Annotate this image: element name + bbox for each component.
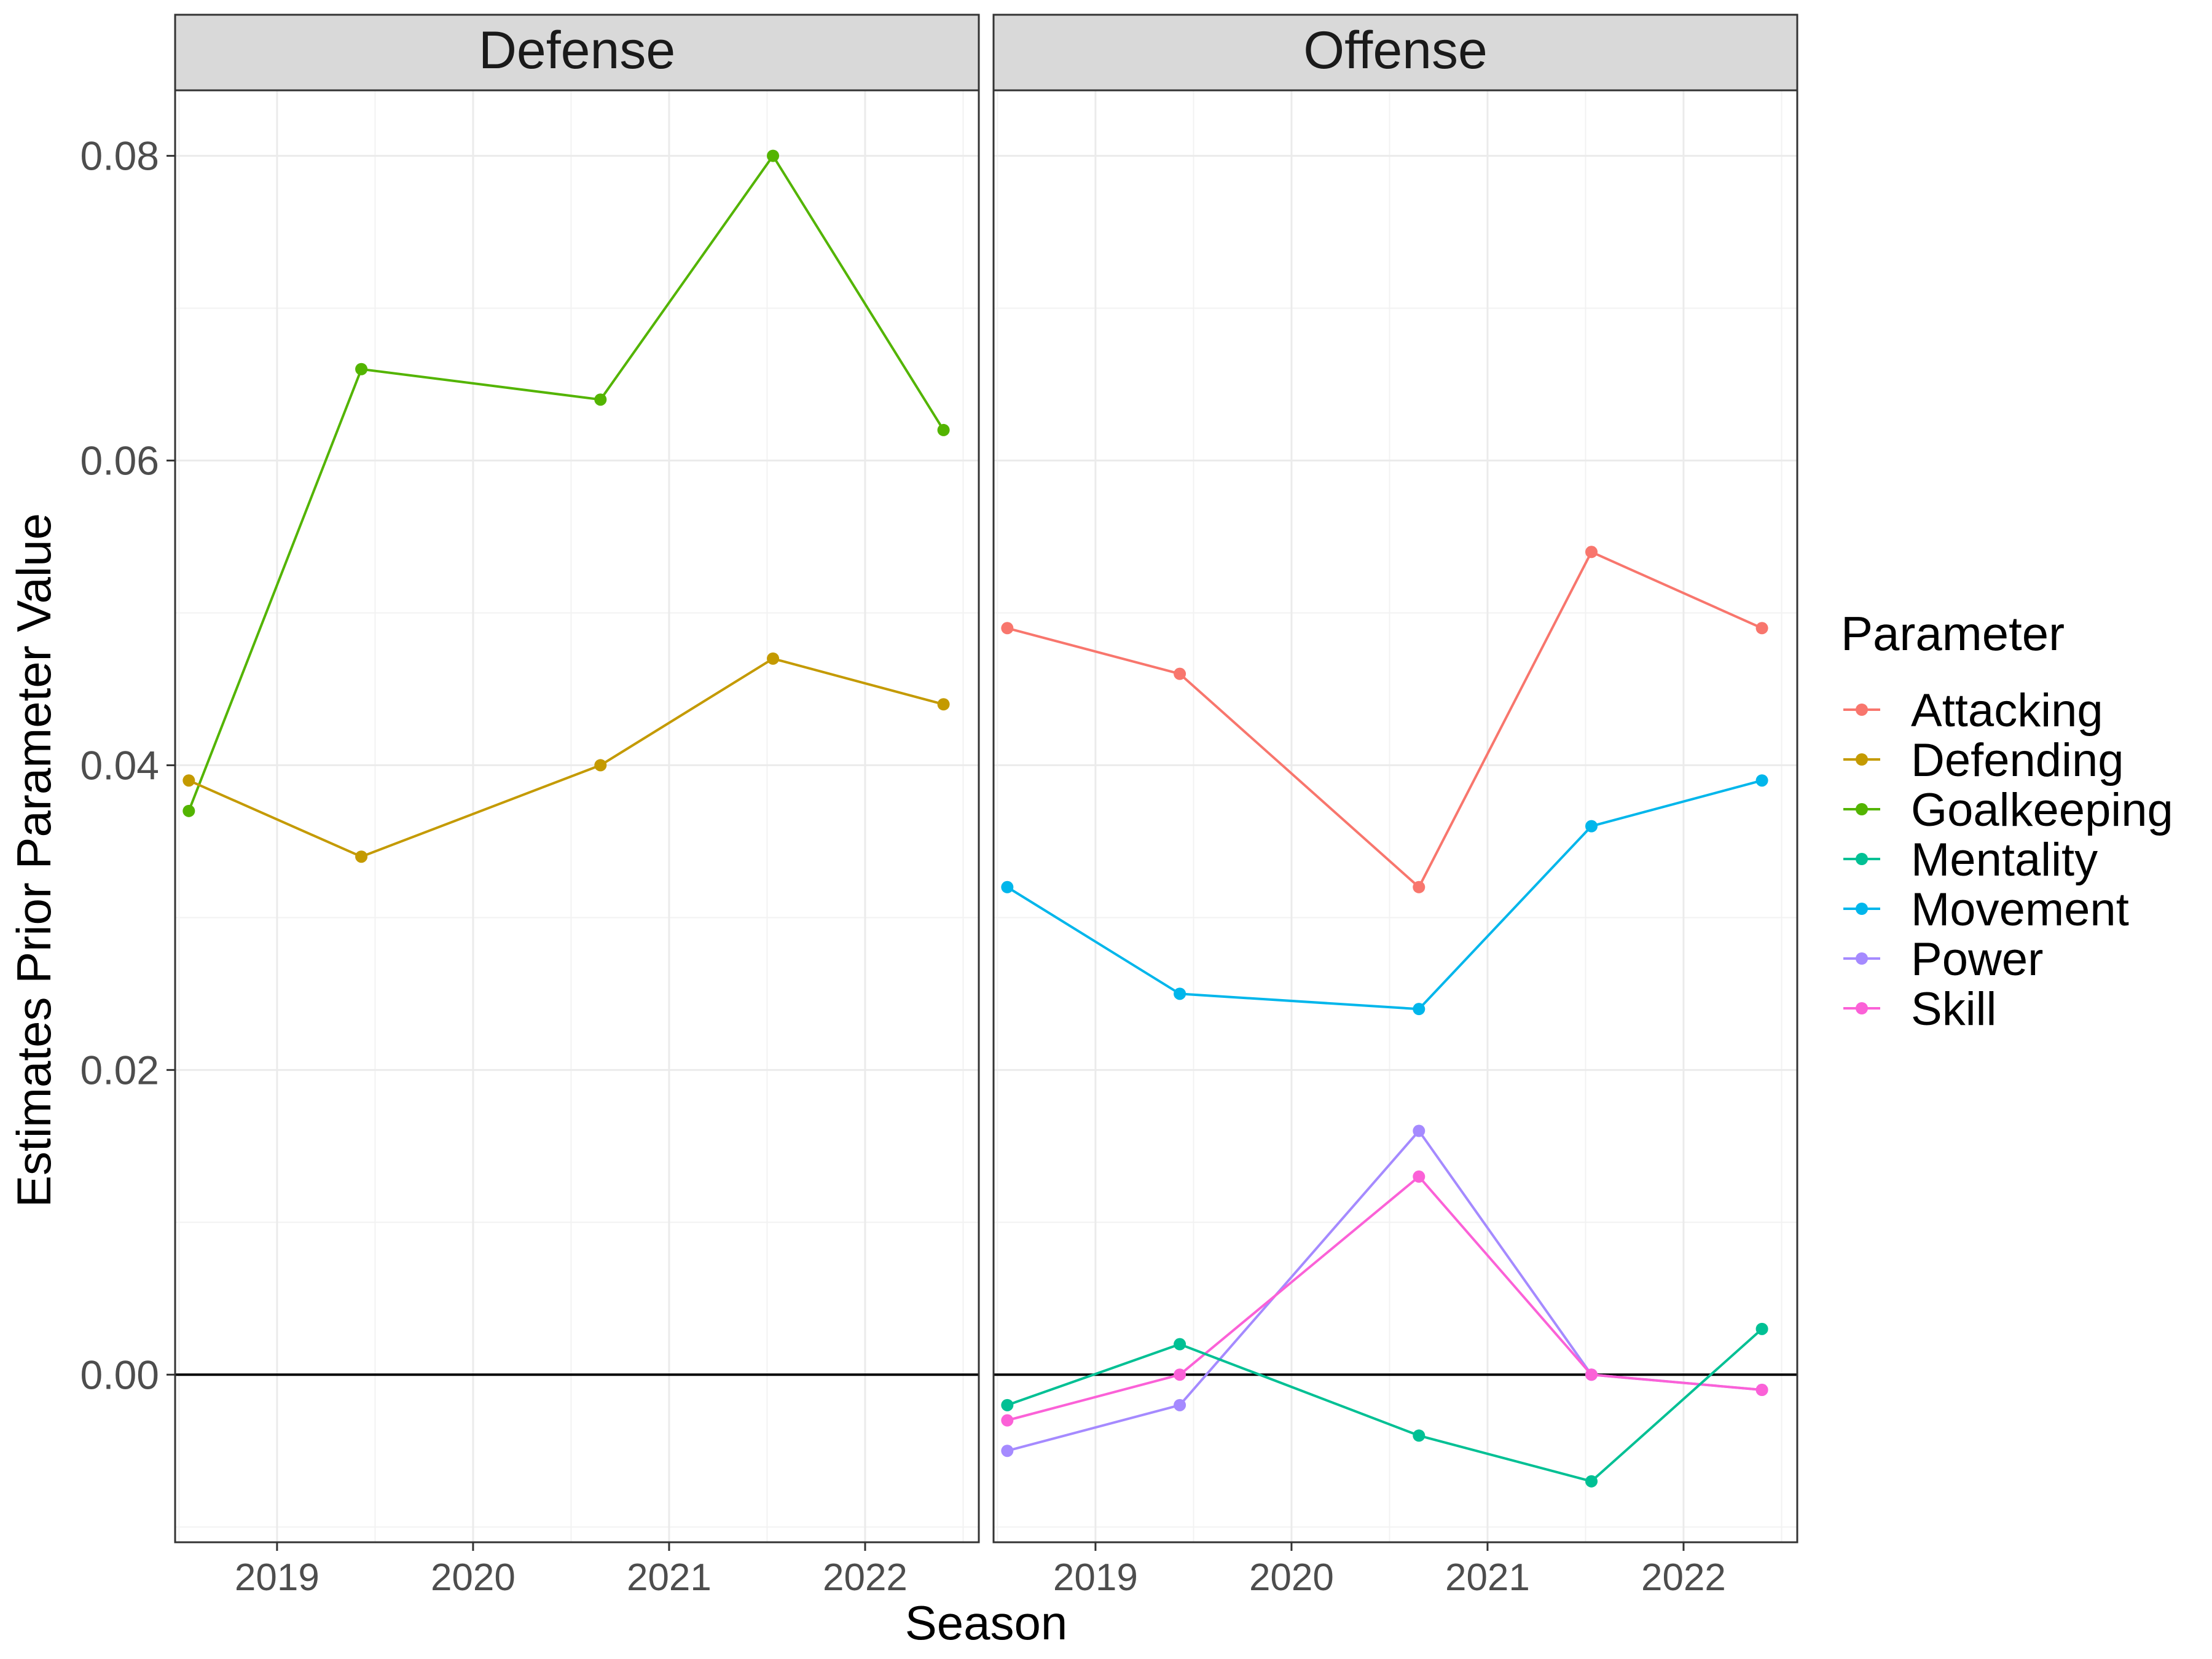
legend-label: Goalkeeping — [1911, 784, 2173, 836]
data-point — [1174, 667, 1186, 680]
data-point — [1001, 1414, 1014, 1427]
series-goalkeeping — [182, 149, 950, 817]
series-skill — [1001, 1170, 1768, 1427]
data-point — [1755, 774, 1768, 787]
legend-entry-power: Power — [1843, 933, 2043, 986]
facet-strip-label: Offense — [1303, 21, 1488, 80]
legend-entry-defending: Defending — [1843, 734, 2124, 786]
data-point — [1174, 1398, 1186, 1411]
y-tick-label: 0.02 — [80, 1047, 159, 1092]
facet-strip — [174, 14, 980, 92]
data-point — [594, 393, 607, 406]
legend-key-point — [1856, 1002, 1868, 1014]
y-axis: 0.00 0.02 0.04 0.06 0.08 — [80, 133, 175, 1397]
data-point — [1413, 1003, 1426, 1016]
legend-label: Skill — [1911, 983, 1996, 1035]
legend-key-point — [1856, 853, 1868, 865]
data-point — [355, 850, 368, 863]
legend-label: Defending — [1911, 734, 2124, 786]
data-point — [1413, 880, 1426, 893]
data-point — [1174, 1368, 1186, 1381]
legend-entry-skill: Skill — [1843, 983, 1996, 1035]
legend-entries: AttackingDefendingGoalkeepingMentalityMo… — [1843, 684, 2173, 1035]
y-axis-title: Estimates Prior Parameter Value — [7, 513, 61, 1207]
legend-key-point — [1856, 952, 1868, 965]
panel-border — [992, 89, 1798, 1543]
data-point — [1001, 1398, 1014, 1411]
facet-strip — [992, 14, 1798, 92]
data-point — [1413, 1124, 1426, 1137]
legend: Parameter AttackingDefendingGoalkeepingM… — [1841, 606, 2173, 1035]
x-tick-label: 2020 — [431, 1556, 516, 1599]
legend-label: Attacking — [1911, 684, 2103, 737]
data-point — [1174, 987, 1186, 1000]
legend-label: Mentality — [1911, 834, 2098, 886]
plot-background — [175, 90, 979, 1542]
panels: Defense Offense — [174, 14, 1798, 1543]
panel-border — [174, 89, 980, 1543]
x-tick-label: 2019 — [1053, 1556, 1138, 1599]
data-point — [1585, 546, 1598, 559]
x-tick-label: 2019 — [235, 1556, 320, 1599]
x-tick-label: 2022 — [1641, 1556, 1726, 1599]
panel-offense: Offense — [992, 14, 1798, 1543]
legend-label: Power — [1911, 933, 2043, 986]
x-tick-label: 2021 — [627, 1556, 712, 1599]
y-tick-label: 0.08 — [80, 133, 159, 179]
data-point — [1001, 880, 1014, 893]
data-point — [937, 423, 950, 436]
legend-title: Parameter — [1841, 606, 2065, 661]
x-tick-label: 2022 — [823, 1556, 908, 1599]
data-point — [1755, 622, 1768, 635]
panel-defense: Defense — [174, 14, 980, 1543]
series-defending — [182, 652, 950, 863]
legend-key-point — [1856, 903, 1868, 915]
data-point — [1001, 622, 1014, 635]
legend-key-point — [1856, 803, 1868, 815]
x-tick-label: 2020 — [1249, 1556, 1334, 1599]
data-point — [767, 149, 780, 162]
data-point — [1413, 1170, 1426, 1183]
legend-entry-attacking: Attacking — [1843, 684, 2103, 737]
x-axis: 2019 2020 2021 2022 2019 2020 2021 2022 — [235, 1542, 1726, 1599]
y-tick-label: 0.04 — [80, 742, 159, 788]
legend-entry-movement: Movement — [1843, 884, 2129, 936]
data-point — [1755, 1384, 1768, 1397]
x-tick-label: 2021 — [1445, 1556, 1530, 1599]
legend-label: Movement — [1911, 884, 2129, 936]
data-point — [1585, 1368, 1598, 1381]
legend-entry-mentality: Mentality — [1843, 834, 2098, 886]
data-point — [182, 804, 195, 817]
data-point — [1001, 1445, 1014, 1457]
x-axis-title: Season — [905, 1596, 1068, 1650]
data-point — [182, 774, 195, 787]
series-attacking — [1001, 546, 1768, 893]
legend-key-point — [1856, 753, 1868, 766]
data-point — [1413, 1429, 1426, 1442]
data-point — [355, 363, 368, 375]
plot-background — [994, 90, 1797, 1542]
series-movement — [1001, 774, 1768, 1016]
legend-key-point — [1856, 704, 1868, 716]
data-point — [1585, 1475, 1598, 1488]
data-point — [1585, 820, 1598, 833]
data-point — [594, 759, 607, 772]
data-point — [1755, 1322, 1768, 1335]
series-mentality — [1001, 1322, 1768, 1488]
data-point — [767, 652, 780, 665]
data-point — [937, 698, 950, 711]
facet-strip-label: Defense — [479, 21, 675, 80]
y-tick-label: 0.00 — [80, 1352, 159, 1397]
y-tick-label: 0.06 — [80, 438, 159, 484]
data-point — [1174, 1338, 1186, 1351]
legend-entry-goalkeeping: Goalkeeping — [1843, 784, 2173, 836]
